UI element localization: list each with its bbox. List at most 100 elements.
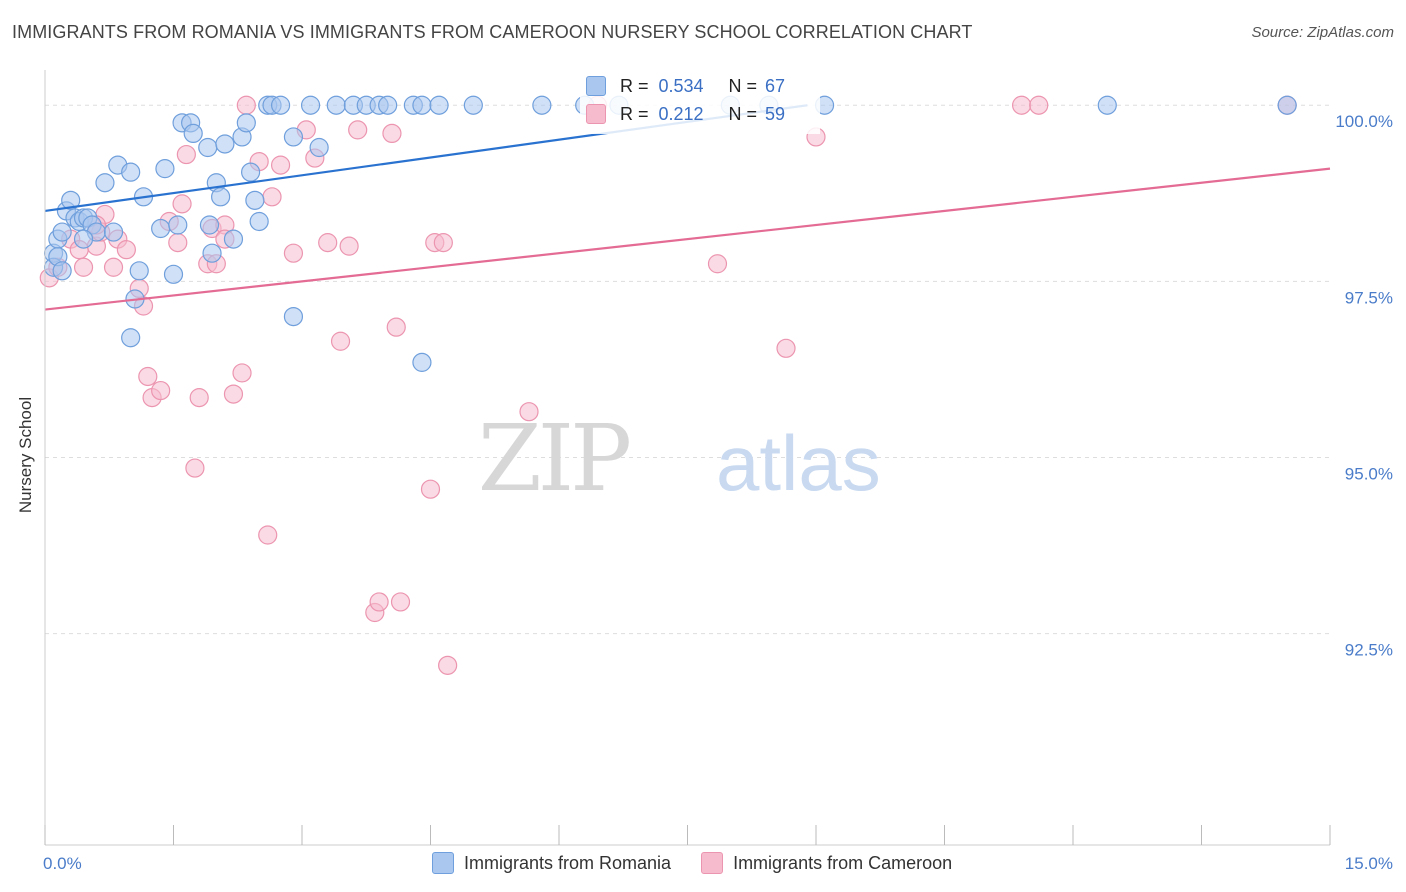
romania-point bbox=[283, 127, 304, 147]
y-axis-label: Nursery School bbox=[16, 396, 35, 514]
romania-point bbox=[198, 137, 218, 158]
cameroon-point bbox=[258, 525, 278, 545]
romania-point bbox=[73, 229, 94, 249]
cameroon-point bbox=[262, 187, 282, 207]
romania-point bbox=[52, 261, 72, 281]
cameroon-point bbox=[1029, 95, 1049, 115]
legend-label-cameroon: Immigrants from Cameroon bbox=[733, 852, 953, 873]
cameroon-n-label: N = bbox=[728, 103, 758, 124]
watermark: ZIP atlas bbox=[478, 405, 881, 512]
cameroon-point bbox=[116, 240, 136, 260]
romania-point bbox=[168, 215, 188, 235]
romania-point bbox=[283, 306, 304, 327]
chart-title: IMMIGRANTS FROM ROMANIA VS IMMIGRANTS FR… bbox=[12, 22, 973, 42]
legend-item-romania[interactable]: Immigrants from Romania bbox=[432, 852, 671, 874]
cameroon-point bbox=[390, 592, 411, 612]
cameroon-point bbox=[223, 384, 244, 404]
x-tick-label: 15.0% bbox=[1345, 854, 1393, 873]
y-tick-label: 92.5% bbox=[1345, 641, 1393, 660]
legend: Immigrants from Romania Immigrants from … bbox=[432, 852, 952, 874]
x-tick-label: 0.0% bbox=[43, 854, 82, 873]
cameroon-swatch bbox=[586, 104, 606, 124]
romania-point bbox=[429, 95, 449, 115]
cameroon-point bbox=[151, 380, 171, 401]
stats-row-cameroon: R = 0.212 N = 59 bbox=[586, 101, 785, 127]
cameroon-point bbox=[330, 331, 351, 351]
cameroon-r-value: 0.212 bbox=[658, 103, 704, 124]
cameroon-point bbox=[172, 194, 192, 214]
romania-point bbox=[309, 137, 329, 158]
cameroon-point bbox=[369, 592, 389, 612]
y-tick-label: 95.0% bbox=[1345, 465, 1393, 484]
romania-point bbox=[249, 211, 269, 232]
romania-point bbox=[121, 162, 141, 182]
cameroon-point bbox=[138, 366, 158, 387]
watermark-atlas: atlas bbox=[716, 419, 881, 507]
cameroon-point bbox=[73, 257, 94, 277]
cameroon-point bbox=[420, 479, 441, 499]
romania-point bbox=[202, 243, 222, 263]
romania-point bbox=[155, 159, 175, 179]
romania-point bbox=[52, 222, 72, 242]
romania-swatch bbox=[586, 76, 606, 96]
cameroon-point bbox=[103, 257, 124, 277]
cameroon-point bbox=[236, 95, 256, 115]
romania-point bbox=[1097, 95, 1117, 115]
cameroon-point bbox=[185, 458, 205, 478]
romania-n-label: N = bbox=[728, 75, 758, 96]
points-layer bbox=[39, 95, 1297, 675]
cameroon-point bbox=[232, 363, 252, 383]
cameroon-point bbox=[1011, 95, 1032, 115]
cameroon-point bbox=[707, 254, 728, 274]
cameroon-point bbox=[339, 236, 359, 256]
cameroon-r-label: R = bbox=[620, 103, 649, 124]
y-tick-label: 100.0% bbox=[1335, 112, 1393, 131]
y-tick-label: 97.5% bbox=[1345, 288, 1393, 307]
cameroon-point bbox=[168, 233, 188, 253]
romania-point bbox=[211, 187, 231, 207]
cameroon-point bbox=[519, 402, 539, 422]
cameroon-point bbox=[433, 233, 453, 253]
romania-point bbox=[61, 190, 81, 210]
romania-point bbox=[163, 264, 184, 284]
legend-item-cameroon[interactable]: Immigrants from Cameroon bbox=[701, 852, 952, 874]
watermark-zip: ZIP bbox=[478, 405, 629, 512]
cameroon-point bbox=[318, 233, 338, 253]
romania-point bbox=[223, 229, 244, 249]
romania-point bbox=[95, 173, 115, 193]
romania-point bbox=[270, 95, 291, 115]
romania-point bbox=[245, 190, 265, 210]
romania-r-label: R = bbox=[620, 75, 649, 96]
cameroon-point bbox=[386, 317, 406, 337]
cameroon-point bbox=[438, 655, 458, 675]
axis-layer: 92.5% 95.0% 97.5% 100.0% 0.0% 15.0% bbox=[43, 70, 1393, 873]
romania-point bbox=[121, 328, 141, 348]
romania-point bbox=[1277, 95, 1297, 115]
cameroon-trend-line bbox=[44, 167, 1331, 311]
cameroon-n-value: 59 bbox=[765, 103, 786, 124]
romania-point bbox=[326, 95, 346, 115]
romania-r-value: 0.534 bbox=[658, 75, 704, 96]
romania-point bbox=[103, 222, 124, 242]
legend-swatch-romania bbox=[432, 852, 454, 874]
cameroon-point bbox=[270, 155, 291, 175]
romania-n-value: 67 bbox=[765, 75, 786, 96]
romania-point bbox=[241, 162, 261, 182]
legend-swatch-cameroon bbox=[701, 852, 724, 874]
romania-point bbox=[151, 218, 171, 239]
romania-point bbox=[463, 95, 483, 115]
cameroon-point bbox=[776, 338, 796, 358]
stats-row-romania: R = 0.534 N = 67 bbox=[586, 73, 785, 99]
stats-box: R = 0.534 N = 67 R = 0.212 N = 59 bbox=[580, 70, 820, 134]
cameroon-point bbox=[348, 120, 368, 140]
romania-point bbox=[183, 123, 203, 144]
source-label: Source: ZipAtlas.com bbox=[1251, 24, 1394, 41]
romania-point bbox=[412, 95, 432, 115]
romania-point bbox=[236, 113, 256, 133]
cameroon-point bbox=[176, 144, 196, 165]
cameroon-point bbox=[283, 243, 304, 263]
romania-point bbox=[532, 95, 552, 115]
romania-point bbox=[300, 95, 321, 115]
romania-point bbox=[215, 134, 235, 154]
